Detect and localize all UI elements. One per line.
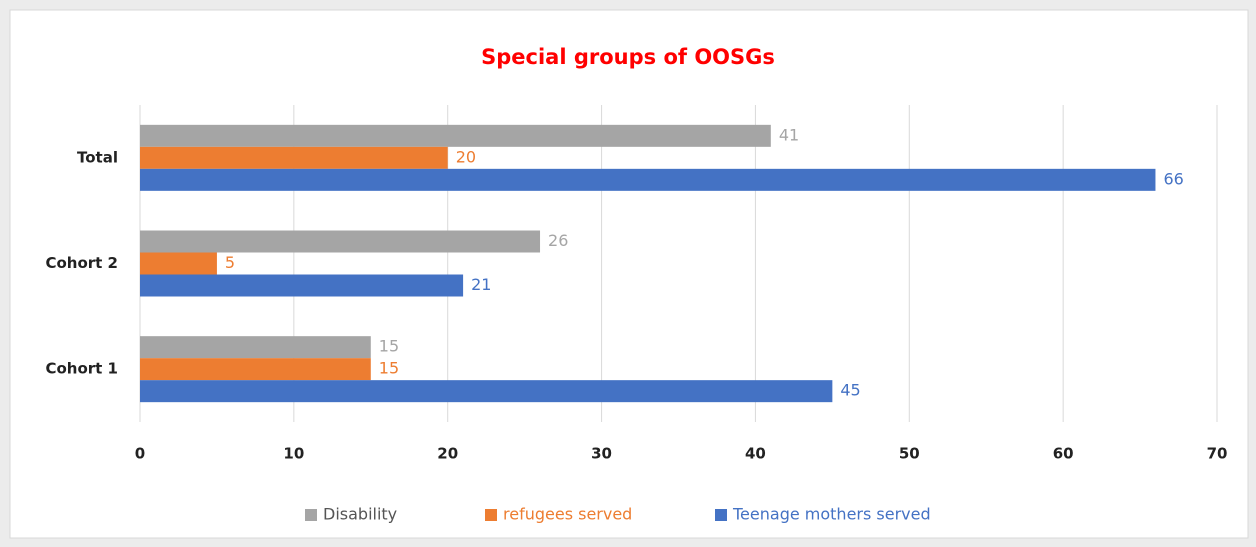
bar (140, 168, 1156, 191)
legend-swatch (715, 509, 727, 521)
bar (140, 358, 371, 381)
data-label: 21 (471, 275, 491, 294)
data-label: 45 (840, 381, 860, 400)
bar (140, 380, 833, 403)
data-label: 20 (456, 147, 476, 166)
x-tick-label: 20 (437, 445, 458, 463)
legend-swatch (485, 509, 497, 521)
x-tick-label: 10 (283, 445, 304, 463)
bar (140, 252, 217, 275)
legend-label: Teenage mothers served (732, 505, 931, 524)
x-tick-label: 50 (899, 445, 920, 463)
x-tick-label: 0 (135, 445, 145, 463)
bar (140, 274, 464, 297)
legend-label: Disability (323, 505, 397, 524)
data-label: 41 (779, 125, 799, 144)
y-tick-label: Cohort 1 (45, 360, 118, 378)
x-tick-label: 60 (1053, 445, 1074, 463)
bar (140, 124, 771, 147)
data-label: 66 (1163, 169, 1183, 188)
x-tick-label: 40 (745, 445, 766, 463)
chart-title: Special groups of OOSGs (481, 45, 775, 69)
data-label: 15 (379, 337, 399, 356)
bar (140, 230, 541, 253)
data-label: 26 (548, 231, 568, 250)
data-label: 5 (225, 253, 235, 272)
y-tick-label: Total (77, 148, 118, 166)
data-label: 15 (379, 359, 399, 378)
x-tick-label: 70 (1207, 445, 1228, 463)
x-tick-label: 30 (591, 445, 612, 463)
bar (140, 336, 371, 359)
legend-label: refugees served (503, 505, 632, 524)
bar (140, 146, 448, 169)
legend-swatch (305, 509, 317, 521)
y-tick-label: Cohort 2 (45, 254, 118, 272)
